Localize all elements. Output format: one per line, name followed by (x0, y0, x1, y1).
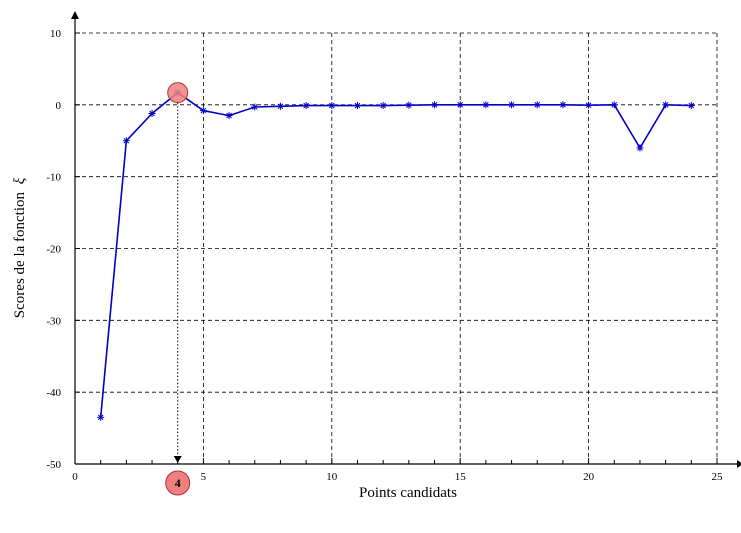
data-point-stroke (637, 145, 643, 151)
data-point-0-4 (199, 107, 207, 115)
data-point-stroke (534, 102, 541, 108)
data-point-0-1 (122, 137, 130, 145)
tick-layer: 0 5 10 15 20 25 10 0 -10 -20 -30 -40 -50 (46, 28, 723, 483)
data-point-0-2 (148, 109, 156, 117)
guide-arrow-icon-0 (173, 456, 182, 463)
data-point-stroke (149, 110, 155, 117)
data-point-stroke (251, 104, 258, 110)
data-point-0-22 (662, 101, 670, 109)
data-point-0-13 (431, 101, 439, 109)
data-point-0-19 (585, 101, 593, 109)
series-line-0 (99, 91, 692, 418)
data-point-stroke (328, 102, 335, 109)
data-point-0-7 (276, 102, 284, 110)
y-tick-label-3: -20 (46, 244, 61, 256)
y-tick-label-1: 0 (56, 100, 62, 112)
data-point-stroke (560, 102, 566, 108)
x-axis-title: Points candidats (359, 485, 457, 501)
data-point-0-17 (533, 101, 541, 109)
data-point-0-12 (405, 101, 413, 109)
x-axis-arrow-icon (737, 460, 741, 468)
y-tick-label-4: -30 (46, 315, 61, 327)
x-tick-label-0: 0 (72, 471, 78, 483)
series-layer (97, 89, 695, 421)
data-point-stroke (97, 414, 104, 421)
guide-layer (173, 102, 182, 463)
data-point-0-0 (97, 413, 105, 421)
data-point-stroke (354, 102, 361, 109)
y-tick-label-0: 10 (50, 28, 62, 40)
data-point-stroke (431, 102, 438, 108)
data-point-0-11 (379, 102, 387, 110)
highlight-x-marker-0 (165, 470, 191, 496)
data-point-stroke (123, 137, 130, 144)
highlight-point-0 (167, 82, 189, 104)
data-point-stroke (277, 103, 284, 110)
data-point-0-20 (610, 101, 618, 109)
y-axis-title: Scores de la fonction ξ (12, 177, 28, 318)
x-tick-label-3: 15 (455, 471, 467, 483)
data-point-stroke (611, 102, 618, 108)
data-point-stroke (406, 102, 412, 108)
data-point-0-5 (225, 112, 233, 120)
data-point-0-23 (687, 102, 695, 110)
data-point-0-16 (508, 101, 516, 109)
data-point-stroke (508, 102, 515, 108)
x-tick-label-1: 5 (201, 471, 207, 483)
data-point-stroke (662, 102, 669, 108)
data-point-0-6 (251, 103, 259, 111)
axis-layer (71, 11, 741, 468)
y-tick-label-5: -40 (46, 387, 61, 399)
data-point-stroke (380, 102, 386, 109)
x-tick-label-2: 10 (326, 471, 338, 483)
x-tick-label-5: 25 (712, 471, 724, 483)
y-tick-label-2: -10 (46, 172, 61, 184)
data-point-stroke (688, 102, 695, 109)
y-axis-title-text: Scores de la fonction (12, 191, 28, 318)
y-axis-title-group: Scores de la fonction ξ (12, 177, 28, 318)
data-point-stroke (226, 112, 232, 119)
data-point-0-21 (636, 144, 644, 152)
data-point-stroke (585, 102, 592, 108)
y-axis-arrow-icon (71, 11, 79, 19)
data-point-0-18 (559, 101, 567, 109)
x-tick-label-4: 20 (583, 471, 595, 483)
data-point-0-10 (353, 102, 361, 110)
highlight-x-label-0: 4 (175, 476, 181, 490)
data-point-stroke (483, 102, 489, 108)
data-point-0-15 (482, 101, 490, 109)
data-point-stroke (457, 102, 464, 108)
data-point-stroke (200, 107, 207, 114)
y-axis-title-symbol: ξ (12, 177, 28, 184)
data-point-0-14 (456, 101, 464, 109)
annotation-layer: 4 (165, 82, 191, 496)
data-point-stroke (303, 102, 309, 109)
data-point-0-9 (328, 102, 336, 110)
data-point-0-8 (302, 102, 310, 110)
y-tick-label-6: -50 (46, 459, 61, 471)
